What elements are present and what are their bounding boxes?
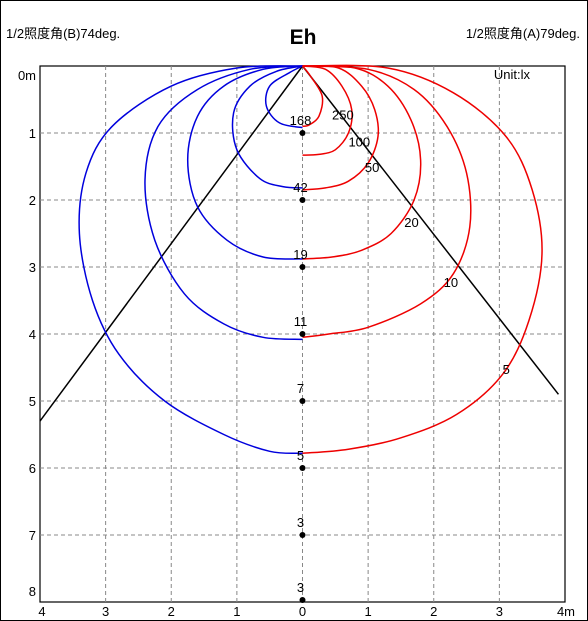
y-tick-label: 6 (29, 461, 36, 476)
x-tick-label: 3 (496, 604, 503, 619)
curve-value-label: 20 (404, 215, 418, 230)
center-point (299, 532, 306, 538)
center-value-label: 3 (297, 580, 304, 595)
isolux-curve-labels: 250 100 50 20 10 5 (332, 108, 510, 378)
y-tick-label: 0m (18, 68, 36, 83)
chart-title: Eh (290, 26, 317, 49)
header-right-label: 1/2照度角(A)79deg. (466, 26, 580, 41)
y-tick-label: 4 (29, 327, 36, 342)
center-value-label: 5 (297, 448, 304, 463)
center-value-label: 3 (297, 515, 304, 530)
center-value-label: 42 (293, 180, 307, 195)
y-tick-label: 3 (29, 260, 36, 275)
curve-value-label: 5 (503, 362, 510, 377)
x-tick-label: 2 (430, 604, 437, 619)
y-tick-label: 7 (29, 528, 36, 543)
y-tick-label: 5 (29, 394, 36, 409)
isolux-curve-a-5 (302, 64, 543, 455)
isolux-curve-a-250 (301, 65, 324, 128)
header-left-label: 1/2照度角(B)74deg. (6, 26, 120, 41)
isolux-curves (78, 64, 543, 455)
x-tick-label: 0 (299, 604, 306, 619)
center-point (299, 465, 306, 471)
isolux-curve-a-100 (302, 65, 353, 156)
center-point (299, 398, 306, 404)
center-value-label: 11 (294, 314, 308, 329)
y-tick-label: 8 (29, 584, 36, 599)
center-value-label: 7 (297, 381, 304, 396)
center-value-label: 19 (293, 247, 307, 262)
beam-line-b (39, 65, 304, 422)
x-tick-label: 1 (365, 604, 372, 619)
curve-value-label: 10 (444, 275, 458, 290)
beam-angle-lines (39, 65, 560, 422)
isolux-curve-b-168 (264, 65, 303, 129)
center-axis-values: 168 42 19 11 7 5 3 3 (290, 113, 312, 603)
isolux-curve-b-5 (78, 65, 303, 455)
isolux-curve-a-50 (302, 65, 380, 191)
curve-value-label: 250 (332, 108, 354, 123)
x-tick-label: 4m (557, 604, 575, 619)
x-tick-label: 3 (102, 604, 109, 619)
isolux-curve-b-11 (144, 65, 303, 341)
center-point (299, 597, 306, 603)
center-point (299, 197, 306, 203)
unit-label: Unit:lx (494, 67, 531, 82)
center-value-label: 168 (290, 113, 312, 128)
y-tick-label: 2 (29, 193, 36, 208)
center-point (299, 264, 306, 270)
isolux-curve-b-19 (186, 65, 303, 260)
curve-value-label: 50 (365, 160, 379, 175)
x-tick-label: 1 (233, 604, 240, 619)
isolux-curve-a-20 (302, 65, 422, 260)
x-tick-label: 4 (38, 604, 45, 619)
curve-value-label: 100 (348, 134, 370, 149)
center-point (299, 130, 306, 136)
isolux-curve-b-42 (231, 65, 303, 189)
beam-line-a (301, 65, 560, 395)
y-tick-label: 1 (29, 126, 36, 141)
x-tick-label: 2 (168, 604, 175, 619)
center-point (299, 331, 306, 337)
isolux-curve-a-10 (302, 65, 472, 339)
